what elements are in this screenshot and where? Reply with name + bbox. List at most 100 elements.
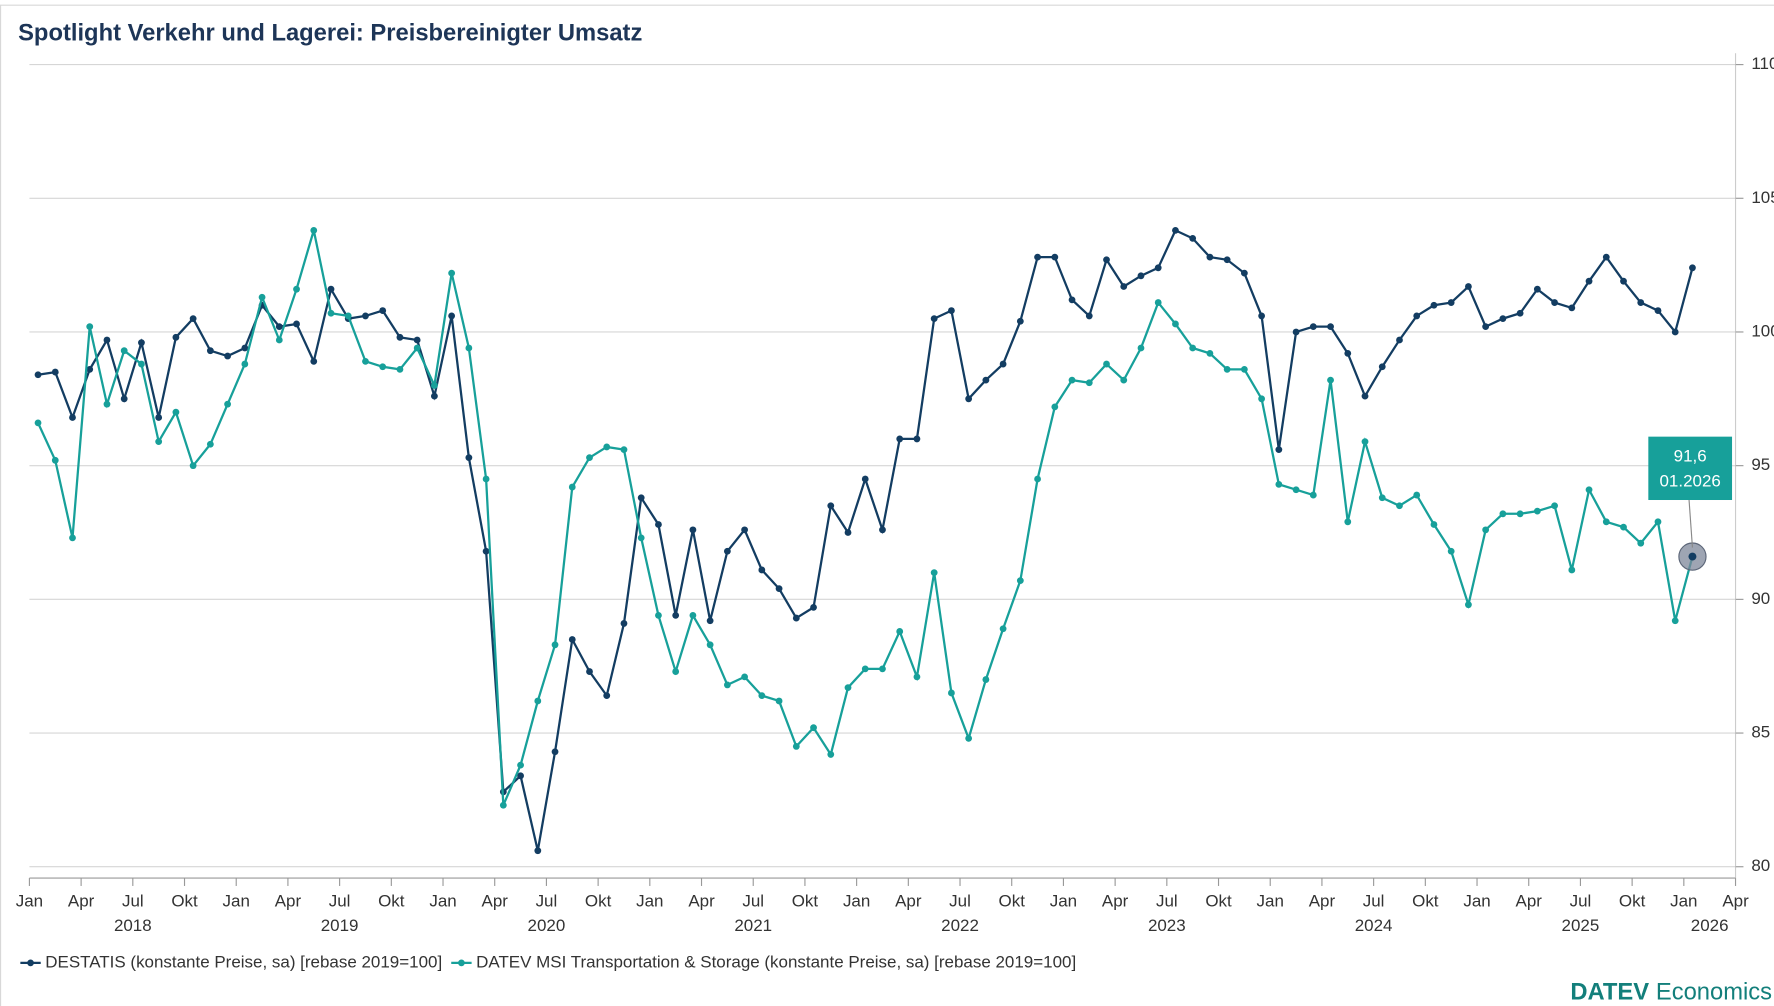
data-point (1516, 510, 1524, 518)
data-point (172, 408, 180, 416)
y-tick-label: 90 (1751, 589, 1770, 608)
x-tick-label: Jul (1363, 891, 1385, 910)
data-point (1327, 323, 1334, 331)
data-point (896, 435, 904, 443)
data-point (1085, 379, 1093, 387)
data-point (1051, 403, 1059, 411)
data-point (1327, 376, 1334, 384)
data-point (810, 603, 817, 611)
x-tick-label: Jul (742, 891, 764, 910)
legend-label: DATEV MSI Transportation & Storage (kons… (476, 952, 1076, 971)
data-point (879, 665, 886, 673)
y-tick-label: 100 (1751, 321, 1774, 340)
data-point (465, 454, 473, 462)
x-tick-label: Jul (536, 891, 558, 910)
data-point (258, 293, 266, 301)
data-point (189, 462, 197, 470)
data-point (1016, 577, 1024, 585)
data-point (1206, 253, 1214, 261)
data-point (913, 673, 921, 681)
data-point (620, 620, 628, 627)
data-point (241, 360, 249, 368)
year-label: 2019 (321, 916, 359, 935)
data-point (206, 347, 214, 355)
data-point (1137, 344, 1145, 352)
y-tick-label: 105 (1751, 188, 1774, 207)
year-label: 2021 (734, 916, 772, 935)
data-point (86, 323, 94, 331)
data-point (1447, 547, 1455, 555)
data-point (172, 333, 180, 341)
x-tick-label: Apr (275, 891, 302, 910)
data-point (1085, 312, 1093, 320)
data-point (1413, 312, 1421, 320)
data-point (741, 526, 749, 534)
data-point (534, 697, 542, 705)
data-point (655, 521, 662, 528)
data-point (344, 312, 352, 320)
data-point (1465, 283, 1472, 290)
data-point (1620, 277, 1627, 285)
data-point (1378, 363, 1386, 371)
chart-title: Spotlight Verkehr und Lagerei: Preisbere… (18, 19, 642, 46)
data-point (69, 414, 76, 421)
data-point (34, 371, 42, 379)
x-tick-label: Apr (1722, 891, 1749, 910)
data-point (1430, 521, 1438, 528)
data-point (310, 357, 318, 365)
x-tick-label: Okt (171, 891, 198, 910)
data-point (1120, 376, 1128, 384)
data-point (1223, 256, 1231, 264)
data-point (1654, 518, 1662, 526)
x-tick-label: Jul (1570, 891, 1592, 910)
data-point (34, 419, 42, 427)
data-point (1482, 526, 1490, 534)
x-tick-label: Apr (482, 891, 509, 910)
x-tick-label: Jan (429, 891, 456, 910)
legend-marker (458, 959, 465, 967)
data-point (1258, 395, 1266, 403)
data-point (1240, 366, 1248, 373)
data-point (1499, 510, 1507, 518)
data-point (1189, 234, 1197, 242)
x-tick-label: Jan (1050, 891, 1077, 910)
data-point (1068, 376, 1076, 384)
x-tick-label: Jan (1257, 891, 1284, 910)
legend-marker (27, 959, 34, 967)
data-point (637, 534, 645, 542)
data-point (448, 269, 456, 277)
data-point (86, 366, 94, 373)
data-point (1430, 301, 1438, 309)
data-point (1292, 486, 1300, 494)
data-point (620, 446, 628, 454)
data-point (775, 585, 783, 593)
data-point (655, 612, 662, 619)
data-point (431, 382, 438, 389)
x-tick-label: Okt (1205, 891, 1232, 910)
hover-point (1688, 552, 1697, 561)
data-point (827, 751, 835, 758)
data-point (379, 307, 387, 314)
data-point (1482, 323, 1490, 331)
x-tick-label: Jan (1463, 891, 1490, 910)
data-point (844, 684, 852, 691)
y-tick-label: 95 (1751, 455, 1770, 474)
data-point (120, 347, 128, 355)
x-tick-label: Okt (1619, 891, 1646, 910)
data-point (1378, 494, 1386, 502)
data-point (103, 336, 111, 344)
data-point (999, 360, 1007, 368)
data-point (1309, 323, 1317, 331)
series-line (37, 230, 1694, 806)
data-point (224, 400, 231, 408)
data-point (879, 526, 886, 534)
data-point (396, 333, 404, 341)
data-point (1016, 317, 1024, 325)
data-point (1637, 539, 1645, 547)
data-point (1654, 307, 1662, 314)
data-point (413, 336, 421, 344)
data-point (1533, 285, 1541, 293)
data-point (206, 440, 214, 448)
data-point (534, 847, 542, 855)
